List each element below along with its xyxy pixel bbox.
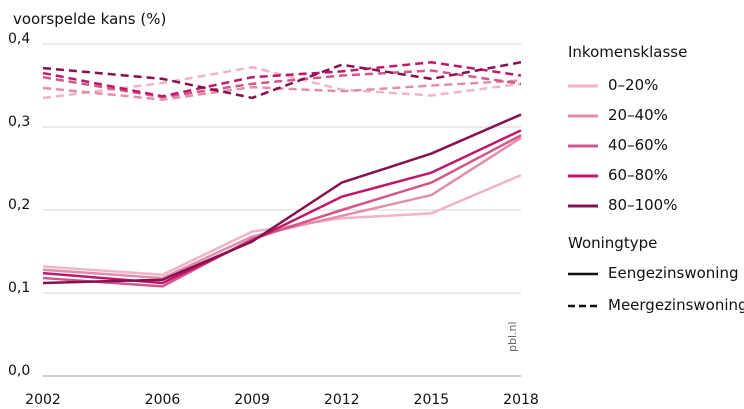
y-tick-label: 0,4	[8, 31, 31, 47]
x-tick-label: 2012	[323, 392, 360, 408]
x-tick-label: 2018	[503, 392, 539, 408]
series-line	[42, 61, 522, 98]
y-tick-label: 0,2	[8, 197, 31, 213]
legend-item-type: Meergezinswoning	[568, 296, 744, 316]
y-axis-label: voorspelde kans (%)	[13, 10, 167, 28]
legend: Inkomensklasse 0–20% 20–40% 40–60% 60–80…	[568, 0, 744, 409]
x-tick-label: 2006	[144, 392, 181, 408]
legend-label: Meergezinswoning	[608, 296, 744, 314]
series-line	[42, 69, 522, 99]
x-tick-label: 2015	[413, 392, 450, 408]
legend-label: 0–20%	[608, 76, 659, 94]
legend-item-income: 20–40%	[568, 106, 744, 126]
x-tick-label: 2009	[234, 392, 270, 408]
legend-item-income: 40–60%	[568, 136, 744, 156]
legend-item-type: Eengezinswoning	[568, 264, 744, 284]
y-tick-label: 0,3	[8, 114, 31, 130]
series-line	[42, 79, 522, 101]
series-lines	[42, 61, 522, 288]
legend-label: 80–100%	[608, 196, 678, 214]
legend-label: 20–40%	[608, 106, 668, 124]
legend-item-income: 60–80%	[568, 166, 744, 186]
series-line	[42, 134, 522, 288]
y-tick-label: 0,1	[8, 280, 31, 296]
legend-item-income: 80–100%	[568, 196, 744, 216]
legend-title-type: Woningtype	[568, 234, 658, 252]
series-line	[42, 65, 522, 100]
legend-label: 60–80%	[608, 166, 668, 184]
legend-label: Eengezinswoning	[608, 264, 739, 282]
gridlines	[43, 43, 521, 377]
x-tick-label: 2002	[25, 392, 61, 408]
legend-label: 40–60%	[608, 136, 668, 154]
legend-title-income: Inkomensklasse	[568, 43, 688, 61]
series-line	[42, 136, 522, 280]
y-tick-label: 0,0	[8, 363, 31, 379]
legend-item-income: 0–20%	[568, 76, 744, 96]
source-label: pbl.nl	[506, 321, 519, 352]
series-line	[42, 113, 522, 285]
